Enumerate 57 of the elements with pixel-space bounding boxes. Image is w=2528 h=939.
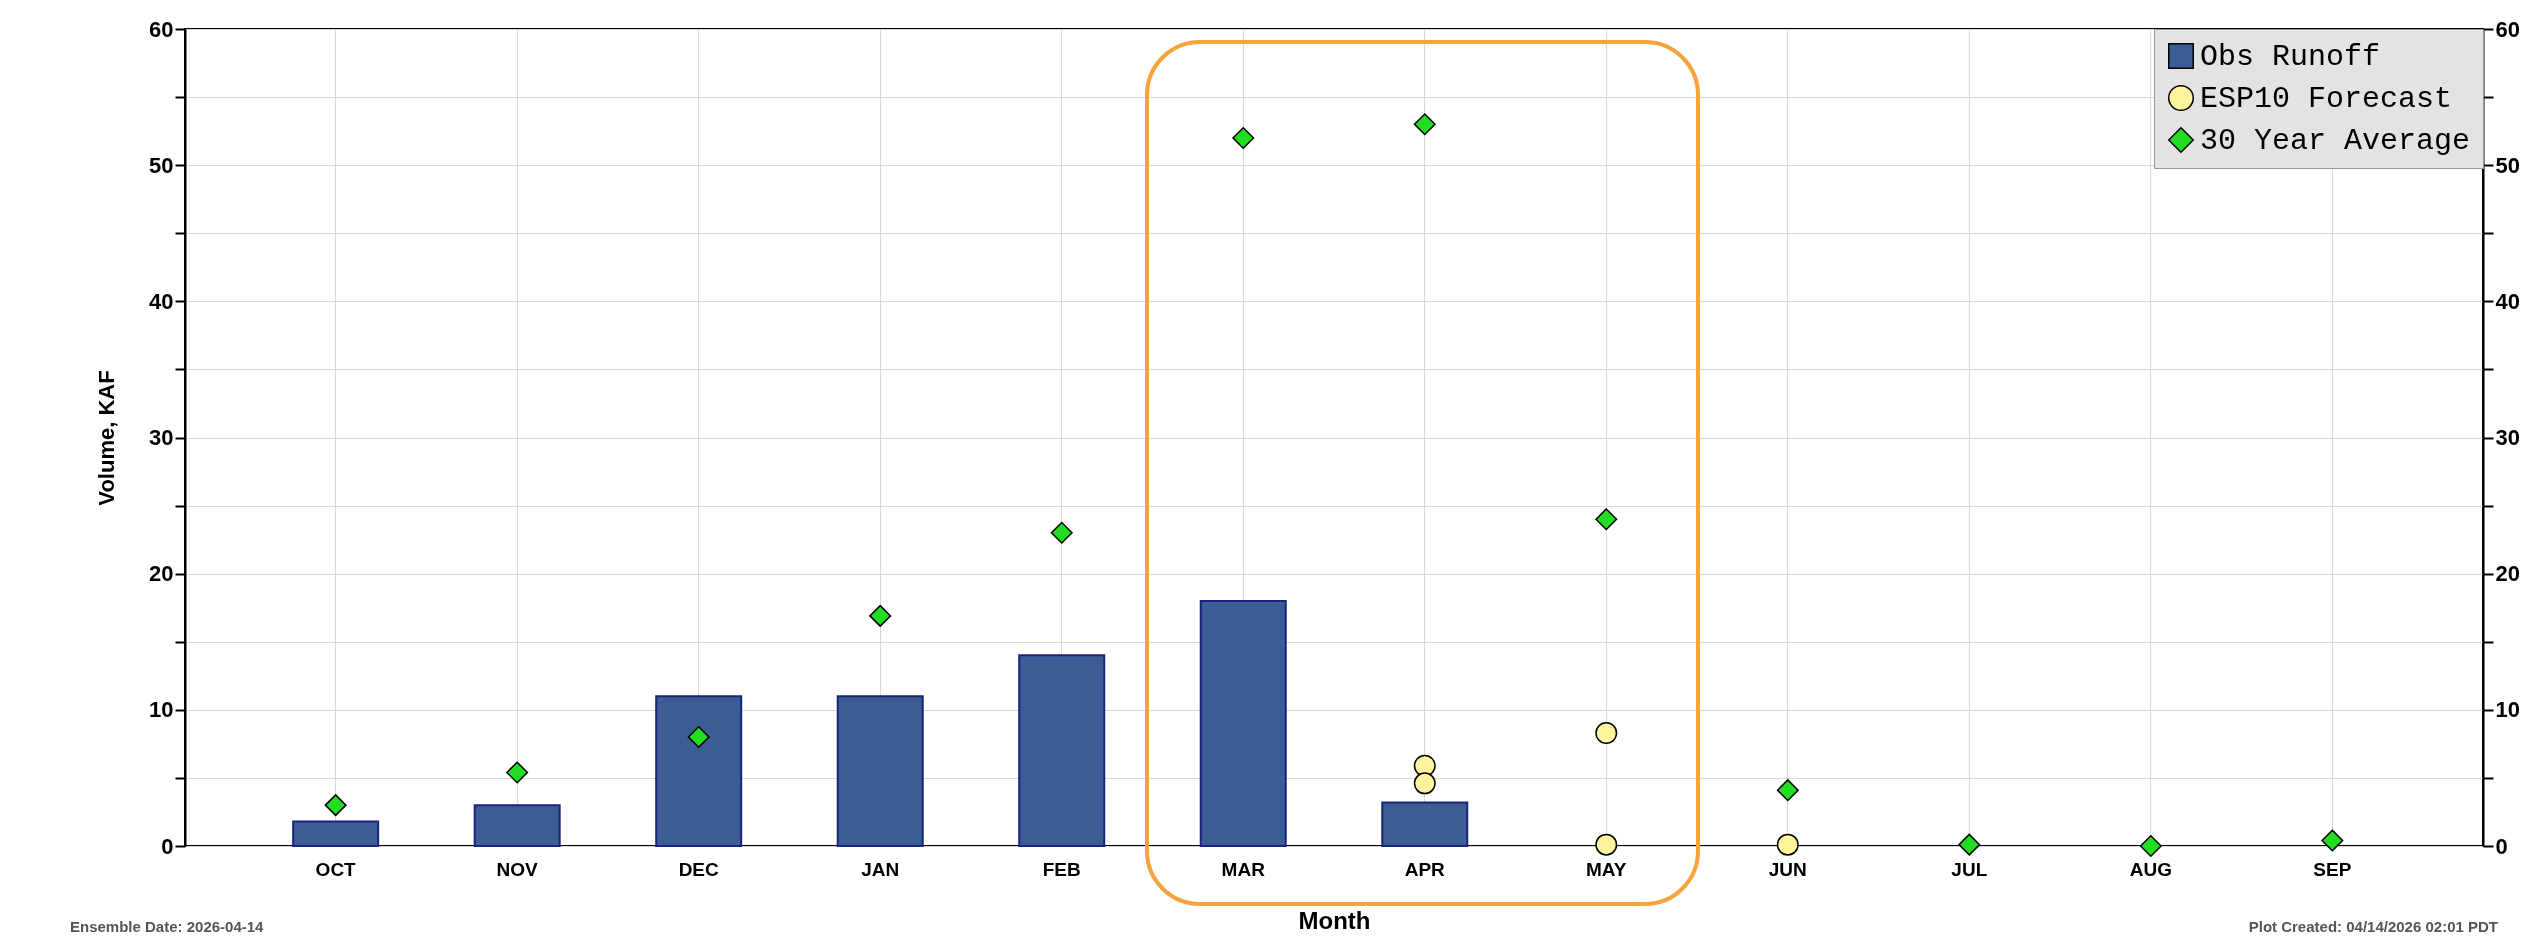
legend-label: 30 Year Average	[2200, 124, 2471, 158]
x-tick-label: OCT	[315, 858, 357, 880]
y-tick-label: 0	[161, 833, 174, 859]
bar	[1199, 599, 1287, 847]
y2-tick-label: 50	[2495, 152, 2520, 178]
legend-label: ESP10 Forecast	[2200, 82, 2453, 116]
x-tick-label: JUL	[1951, 858, 1988, 880]
point	[1776, 833, 1799, 856]
x-tick-label: JUN	[1768, 858, 1807, 880]
y-tick-label: 30	[149, 425, 174, 450]
y2-tick-label: 60	[2495, 16, 2520, 42]
point	[1958, 833, 1981, 856]
point	[1413, 113, 1436, 136]
point	[1232, 126, 1255, 149]
point	[1776, 779, 1799, 802]
x-tick-label: MAR	[1221, 858, 1266, 880]
x-tick-label: APR	[1404, 858, 1446, 880]
bar	[836, 695, 924, 847]
point	[687, 726, 710, 749]
bar	[1018, 654, 1106, 847]
x-tick-label: FEB	[1042, 858, 1081, 880]
point	[1595, 722, 1618, 744]
point	[2321, 829, 2344, 852]
legend-label: Obs Runoff	[2200, 40, 2381, 74]
bar	[1381, 801, 1469, 847]
y2-tick-label: 10	[2495, 697, 2520, 723]
bar	[292, 820, 380, 847]
x-tick-label: NOV	[496, 858, 539, 880]
point	[324, 794, 347, 817]
point	[506, 761, 529, 784]
text: Plot Created: 04/14/2026 02:01 PDT	[2248, 918, 2498, 935]
y-tick-label: 10	[149, 697, 174, 723]
y-tick-label: 20	[149, 561, 174, 587]
x-tick-label: JAN	[861, 858, 900, 880]
point	[1413, 754, 1436, 777]
x-tick-label: DEC	[678, 858, 720, 880]
point	[1595, 508, 1618, 531]
y-axis-title: Volume, KAF	[94, 370, 120, 506]
y2-tick-label: 40	[2495, 288, 2520, 314]
y2-tick-label: 0	[2495, 833, 2508, 859]
text: Ensemble Date: 2026-04-14	[70, 918, 264, 935]
y-tick-label: 50	[149, 152, 174, 178]
point	[1595, 833, 1618, 856]
y2-tick-label: 30	[2495, 425, 2520, 450]
x-tick-label: AUG	[2129, 858, 2172, 880]
bar	[655, 695, 743, 847]
point	[2139, 835, 2162, 857]
bar	[473, 804, 561, 847]
x-tick-label: MAY	[1586, 858, 1627, 880]
point	[1413, 772, 1436, 795]
y2-tick-label: 20	[2495, 561, 2520, 587]
point	[1050, 521, 1073, 544]
y-tick-label: 60	[149, 16, 174, 42]
x-tick-label: SEP	[2313, 858, 2352, 880]
point	[869, 604, 892, 627]
y-tick-label: 40	[149, 288, 174, 314]
x-axis-title: Month	[1298, 906, 1371, 934]
